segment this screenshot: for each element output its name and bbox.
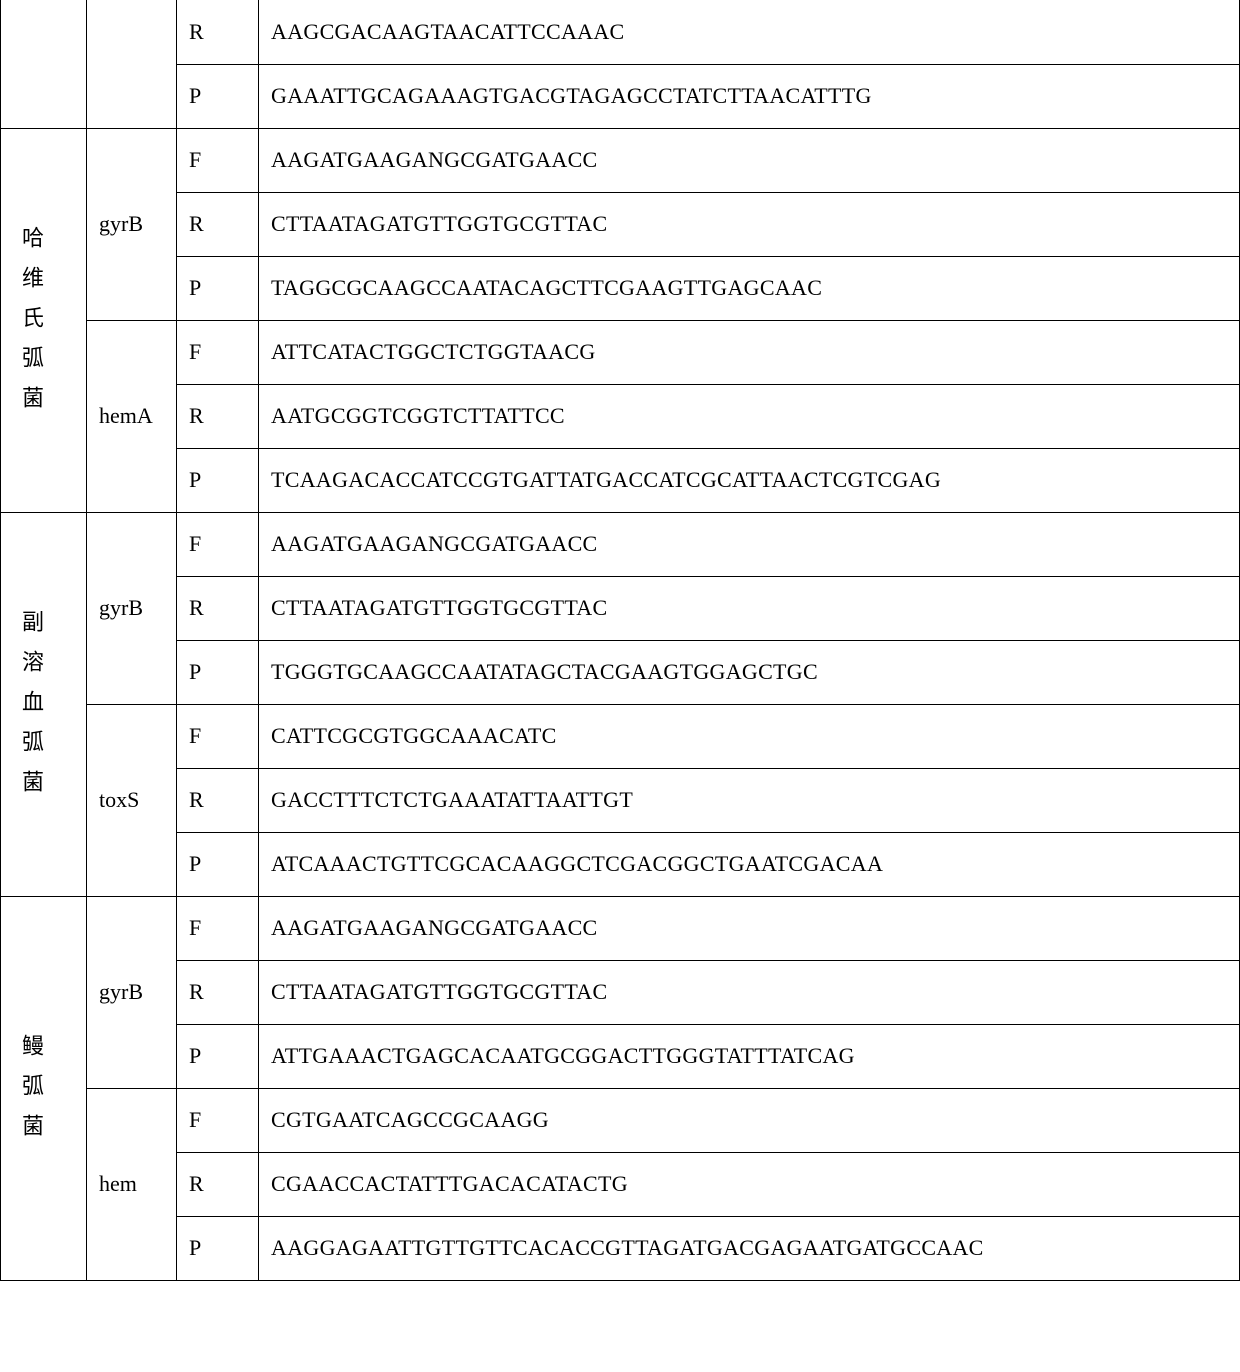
gene-cell	[87, 0, 177, 128]
primer-type-cell: R	[177, 576, 259, 640]
primer-type-cell: P	[177, 1024, 259, 1088]
primer-type-cell: R	[177, 192, 259, 256]
gene-cell: gyrB	[87, 512, 177, 704]
sequence-cell: AAGGAGAATTGTTGTTCACACCGTTAGATGACGAGAATGA…	[259, 1216, 1240, 1280]
primer-type-cell: R	[177, 1152, 259, 1216]
sequence-cell: AAGATGAAGANGCGATGAACC	[259, 512, 1240, 576]
organism-label: 哈维氏弧菌	[15, 214, 47, 426]
sequence-cell: ATTCATACTGGCTCTGGTAACG	[259, 320, 1240, 384]
sequence-cell: TCAAGACACCATCCGTGATTATGACCATCGCATTAACTCG…	[259, 448, 1240, 512]
primer-type-cell: R	[177, 384, 259, 448]
sequence-cell: CATTCGCGTGGCAAACATC	[259, 704, 1240, 768]
organism-cell: 哈维氏弧菌	[1, 128, 87, 512]
sequence-cell: AATGCGGTCGGTCTTATTCC	[259, 384, 1240, 448]
sequence-cell: CGAACCACTATTTGACACATACTG	[259, 1152, 1240, 1216]
primer-type-cell: P	[177, 640, 259, 704]
primer-table: RAAGCGACAAGTAACATTCCAAACPGAAATTGCAGAAAGT…	[0, 0, 1240, 1281]
gene-cell: hem	[87, 1088, 177, 1280]
gene-cell: gyrB	[87, 128, 177, 320]
sequence-cell: CTTAATAGATGTTGGTGCGTTAC	[259, 576, 1240, 640]
organism-cell: 副溶血弧菌	[1, 512, 87, 896]
sequence-cell: AAGCGACAAGTAACATTCCAAAC	[259, 0, 1240, 64]
sequence-cell: GACCTTTCTCTGAAATATTAATTGT	[259, 768, 1240, 832]
primer-type-cell: R	[177, 768, 259, 832]
primer-type-cell: P	[177, 832, 259, 896]
organism-label: 鳗弧菌	[15, 1022, 47, 1154]
primer-type-cell: F	[177, 704, 259, 768]
gene-cell: toxS	[87, 704, 177, 896]
sequence-cell: TAGGCGCAAGCCAATACAGCTTCGAAGTTGAGCAAC	[259, 256, 1240, 320]
sequence-cell: CTTAATAGATGTTGGTGCGTTAC	[259, 960, 1240, 1024]
organism-label: 副溶血弧菌	[15, 598, 47, 810]
gene-cell: hemA	[87, 320, 177, 512]
primer-type-cell: F	[177, 512, 259, 576]
primer-type-cell: P	[177, 448, 259, 512]
primer-type-cell: F	[177, 1088, 259, 1152]
sequence-cell: CGTGAATCAGCCGCAAGG	[259, 1088, 1240, 1152]
primer-type-cell: F	[177, 320, 259, 384]
primer-type-cell: P	[177, 1216, 259, 1280]
primer-type-cell: F	[177, 896, 259, 960]
primer-type-cell: R	[177, 960, 259, 1024]
sequence-cell: AAGATGAAGANGCGATGAACC	[259, 128, 1240, 192]
organism-cell: 鳗弧菌	[1, 896, 87, 1280]
sequence-cell: ATTGAAACTGAGCACAATGCGGACTTGGGTATTTATCAG	[259, 1024, 1240, 1088]
primer-type-cell: F	[177, 128, 259, 192]
primer-type-cell: R	[177, 0, 259, 64]
sequence-cell: ATCAAACTGTTCGCACAAGGCTCGACGGCTGAATCGACAA	[259, 832, 1240, 896]
sequence-cell: CTTAATAGATGTTGGTGCGTTAC	[259, 192, 1240, 256]
gene-cell: gyrB	[87, 896, 177, 1088]
primer-type-cell: P	[177, 64, 259, 128]
sequence-cell: TGGGTGCAAGCCAATATAGCTACGAAGTGGAGCTGC	[259, 640, 1240, 704]
sequence-cell: AAGATGAAGANGCGATGAACC	[259, 896, 1240, 960]
sequence-cell: GAAATTGCAGAAAGTGACGTAGAGCCTATCTTAACATTTG	[259, 64, 1240, 128]
organism-cell	[1, 0, 87, 128]
primer-type-cell: P	[177, 256, 259, 320]
